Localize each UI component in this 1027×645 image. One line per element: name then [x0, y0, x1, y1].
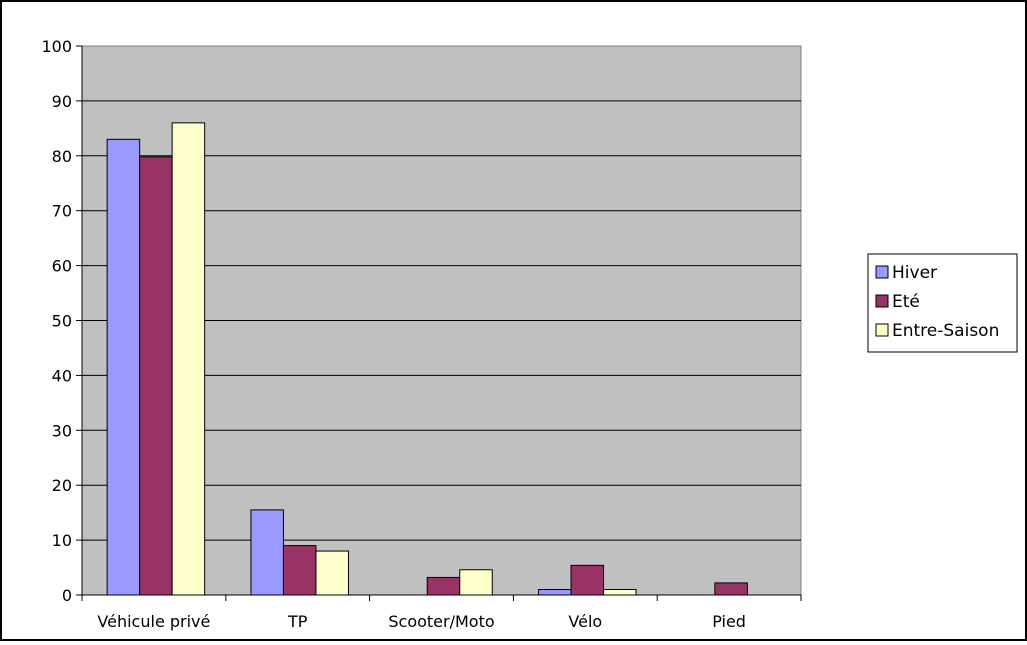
- bar-et-: [714, 582, 748, 596]
- y-tick-label: 0: [62, 586, 72, 605]
- x-axis-ticks: Véhicule privé TP Scooter/Moto Vélo Pied: [81, 595, 802, 631]
- y-tick-label: 60: [52, 257, 72, 276]
- bar-et-: [570, 564, 605, 596]
- bar-entre-saison: [315, 550, 349, 596]
- bar-hiver: [538, 589, 572, 596]
- legend-label: Eté: [892, 292, 920, 312]
- y-tick-label: 40: [52, 366, 72, 385]
- legend-box: [867, 253, 1018, 353]
- y-tick-label: 100: [41, 37, 72, 56]
- bar-et-: [139, 156, 173, 596]
- bar-entre-saison: [603, 589, 637, 596]
- x-tick-label: TP: [287, 612, 308, 631]
- bar-entre-saison: [171, 122, 206, 596]
- x-tick-label: Véhicule privé: [97, 612, 210, 631]
- bar-hiver: [106, 138, 141, 596]
- x-tick-label: Scooter/Moto: [388, 612, 494, 631]
- legend-swatch: [875, 323, 889, 337]
- legend-swatch: [875, 265, 889, 279]
- y-tick-label: 50: [52, 312, 72, 331]
- y-tick-label: 30: [52, 421, 72, 440]
- bar-hiver: [250, 509, 284, 596]
- x-tick-label: Vélo: [568, 612, 602, 631]
- bar-entre-saison: [459, 569, 493, 596]
- x-tick-label: Pied: [712, 612, 746, 631]
- y-tick-label: 90: [52, 92, 72, 111]
- y-tick-label: 80: [52, 147, 72, 166]
- y-tick-label: 20: [52, 476, 72, 495]
- y-tick-label: 10: [52, 531, 72, 550]
- y-axis-ticks: 0 10 20 30 40 50 60 70 80 90 100: [41, 37, 82, 605]
- legend-swatch: [875, 294, 889, 308]
- legend: Hiver Eté Entre-Saison: [867, 253, 1018, 353]
- legend-label: Entre-Saison: [892, 321, 999, 341]
- bar-et-: [282, 545, 317, 596]
- bars: [106, 122, 748, 596]
- bar-et-: [426, 576, 461, 596]
- legend-label: Hiver: [892, 263, 937, 283]
- y-tick-label: 70: [52, 202, 72, 221]
